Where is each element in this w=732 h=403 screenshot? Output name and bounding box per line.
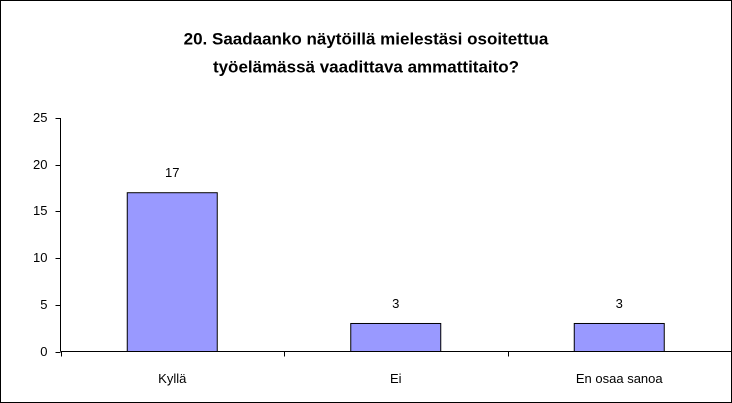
bar [126,192,218,352]
chart-title: työelämässä vaadittava ammattitaito? [213,57,519,76]
y-tick-label: 0 [40,344,47,359]
y-tick-label: 25 [33,110,47,125]
bar [573,322,665,353]
y-tick-label: 10 [33,250,47,265]
data-label: 3 [392,296,399,311]
data-label: 17 [165,165,179,180]
chart-title: 20. Saadaanko näytöillä mielestäsi osoit… [184,29,549,48]
y-tick-label: 20 [33,157,47,172]
bar [350,322,442,353]
x-tick-label: Kyllä [158,371,187,386]
x-tick-label: Ei [390,371,402,386]
y-tick-label: 5 [40,297,47,312]
y-tick-label: 15 [33,203,47,218]
data-label: 3 [616,296,623,311]
x-tick-label: En osaa sanoa [576,371,664,386]
